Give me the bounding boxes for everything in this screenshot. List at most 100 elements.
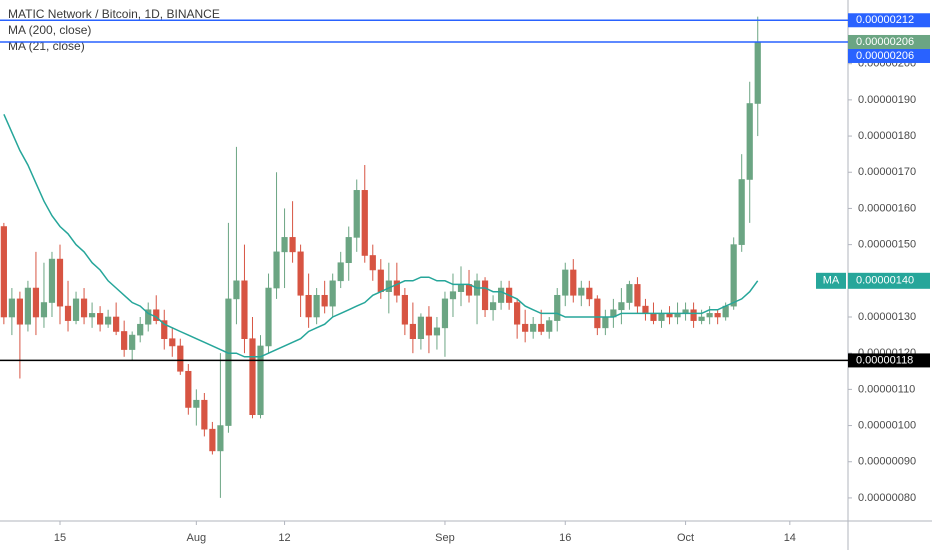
candle-body: [145, 309, 152, 325]
candle-body: [602, 316, 609, 329]
candle-body: [88, 313, 96, 318]
x-tick-label: Oct: [677, 532, 694, 544]
price-tag-box: [848, 13, 930, 28]
candle-body: [449, 291, 457, 300]
candle-body: [441, 298, 449, 329]
candle-body: [297, 251, 304, 296]
ma-price-label: 0.00000140: [856, 275, 914, 287]
candle-body: [105, 316, 112, 325]
candle-body: [0, 226, 7, 318]
candle-body: [738, 179, 745, 245]
candle-body: [113, 316, 120, 332]
y-tick-label: 0.00000080: [858, 492, 916, 504]
y-tick-label: 0.00000110: [858, 383, 915, 395]
candle-body: [393, 280, 400, 296]
x-tick-label: 16: [559, 532, 571, 544]
last-price-label: 0.00000206: [856, 36, 914, 48]
candle-body: [754, 41, 761, 104]
candle-body: [489, 302, 497, 311]
last-price-box: [848, 34, 930, 49]
candle-body: [209, 428, 216, 452]
candle-body: [241, 280, 248, 340]
candle-body: [618, 302, 625, 311]
candle-body: [514, 302, 521, 325]
candle-body: [8, 298, 15, 318]
candle-body: [265, 287, 272, 347]
candle-body: [706, 313, 713, 318]
candle-body: [121, 331, 128, 350]
x-tick-label: 14: [784, 532, 796, 544]
candle-body: [746, 103, 753, 180]
candle-body: [417, 316, 425, 340]
candle-body: [289, 237, 296, 253]
candle-body: [497, 287, 505, 303]
candle-body: [401, 294, 408, 325]
candle-body: [201, 399, 208, 430]
candle-body: [233, 280, 240, 300]
candle-body: [24, 287, 32, 325]
candle-body: [345, 237, 352, 264]
candle-body: [56, 258, 64, 307]
x-tick-label: Sep: [435, 532, 455, 544]
candle-body: [730, 244, 737, 307]
y-tick-label: 0.00000180: [858, 130, 916, 142]
candle-body: [321, 294, 328, 307]
ma-line: [3, 113, 759, 358]
y-tick-label: 0.00000190: [858, 94, 916, 106]
candle-body: [594, 298, 601, 329]
candle-body: [377, 269, 384, 292]
price-tag-box: [848, 353, 930, 368]
ma-price-box: [848, 272, 930, 289]
x-tick-label: 15: [54, 532, 66, 544]
candle-body: [257, 345, 264, 415]
price-tag-label: 0.00000212: [856, 14, 914, 26]
candle-body: [313, 294, 320, 318]
candle-body: [554, 294, 561, 321]
candle-body: [161, 320, 168, 340]
candle-body: [409, 323, 416, 340]
candle-body: [353, 190, 360, 238]
price-tag-box: [848, 48, 930, 63]
candle-body: [361, 190, 368, 256]
candle-body: [16, 298, 24, 325]
candle-body: [369, 255, 376, 271]
y-tick-label: 0.00000090: [858, 456, 916, 468]
candle-body: [650, 313, 657, 321]
y-tick-label: 0.00000160: [858, 202, 916, 214]
candle-body: [690, 309, 697, 321]
y-tick-label: 0.00000100: [858, 419, 916, 431]
candle-body: [40, 302, 48, 318]
candle-body: [457, 284, 465, 292]
candle-body: [64, 305, 72, 321]
candle-body: [80, 298, 88, 318]
candle-body: [169, 338, 176, 347]
candle-body: [425, 316, 433, 336]
candle-body: [714, 313, 721, 318]
candle-body: [225, 298, 232, 426]
candle-body: [185, 370, 192, 408]
candle-body: [337, 262, 344, 282]
price-tag-label: 0.00000206: [856, 50, 914, 62]
candle-body: [32, 287, 40, 318]
candle-body: [538, 323, 545, 332]
ma-tag: MA: [823, 275, 840, 287]
candle-body: [481, 280, 489, 311]
price-tag-label: 0.00000118: [856, 354, 913, 366]
candle-body: [273, 251, 280, 289]
candle-body: [658, 313, 665, 321]
candle-body: [626, 284, 633, 303]
candle-body: [698, 316, 705, 321]
candle-body: [570, 269, 577, 296]
candle-body: [249, 338, 256, 415]
candle-body: [562, 269, 569, 296]
candle-body: [281, 237, 288, 253]
candle-body: [137, 323, 144, 336]
legend-entry: MA (200, close): [8, 23, 91, 37]
candle-body: [433, 327, 441, 336]
chart-title: MATIC Network / Bitcoin, 1D, BINANCE: [8, 7, 220, 21]
candle-body: [546, 320, 553, 332]
x-tick-label: 12: [278, 532, 290, 544]
y-tick-label: 0.00000130: [858, 311, 916, 323]
x-tick-label: Aug: [187, 532, 207, 544]
